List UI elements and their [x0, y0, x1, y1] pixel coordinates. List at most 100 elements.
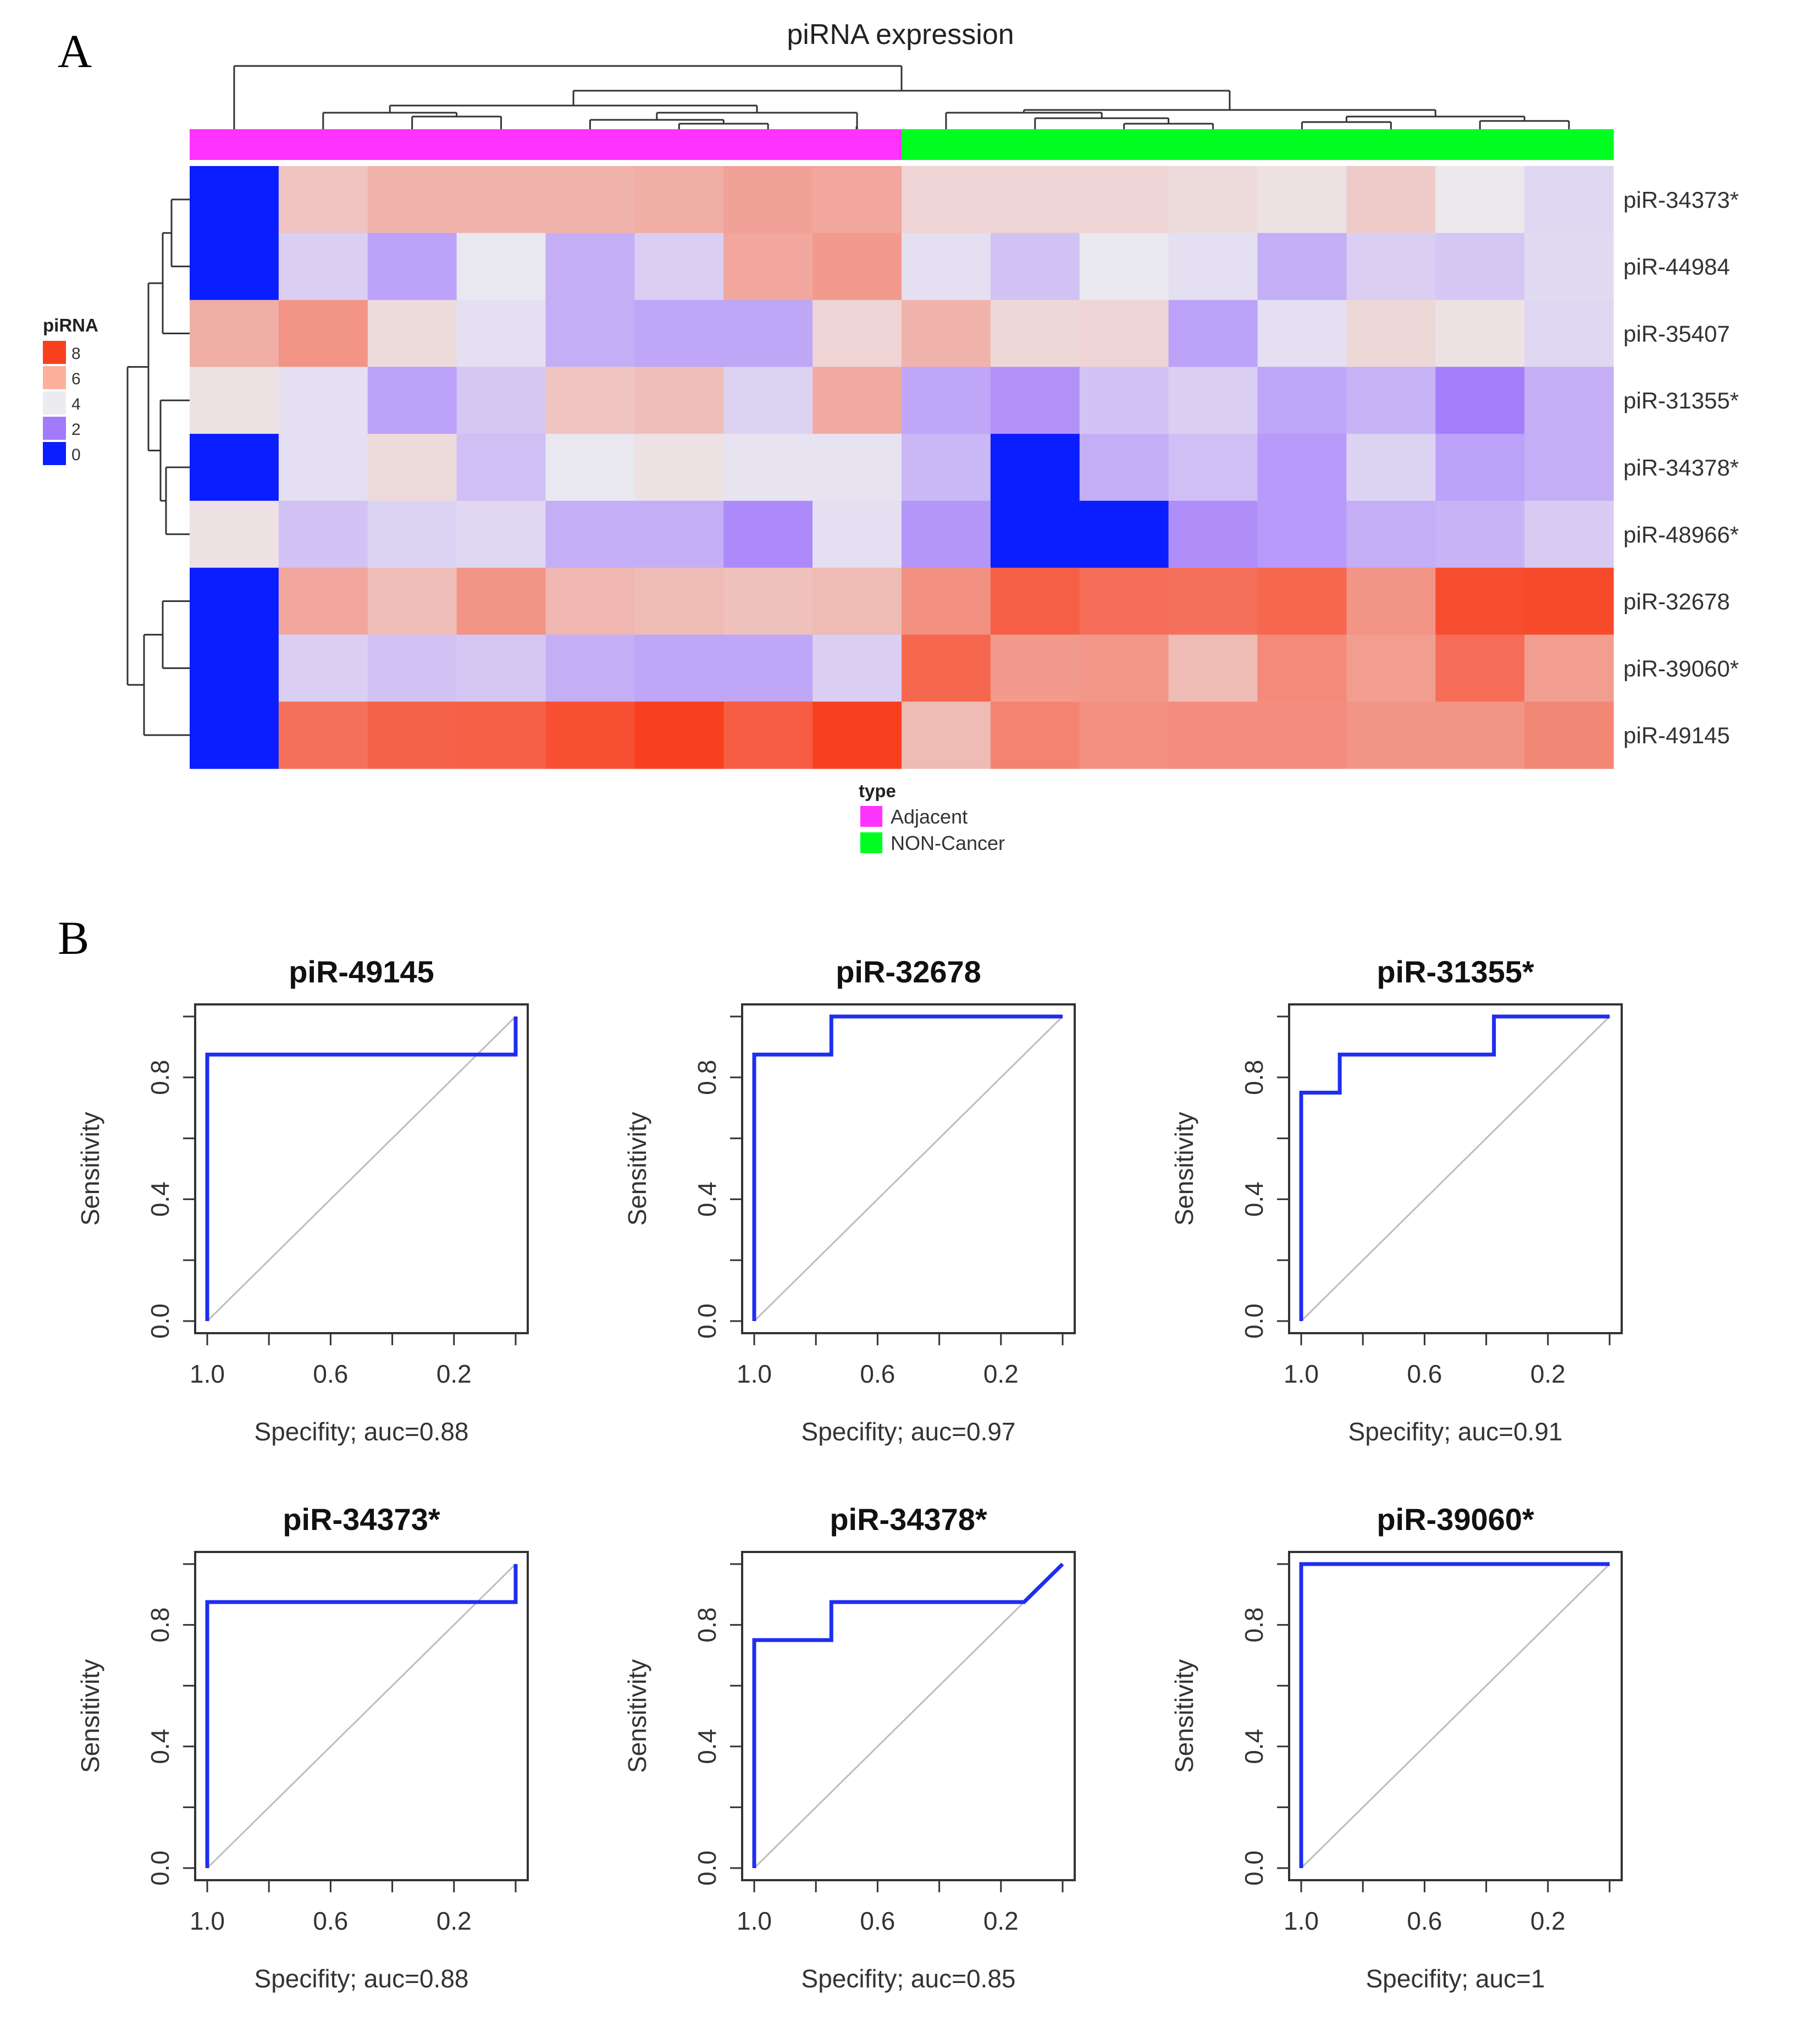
heatmap-cell: [278, 500, 368, 568]
heatmap-cell: [1168, 367, 1258, 434]
heatmap-cell: [902, 434, 991, 501]
heatmap-cell: [1435, 434, 1525, 501]
heatmap-cell: [1346, 634, 1436, 702]
heatmap-cell: [278, 567, 368, 636]
heatmap-cell: [634, 233, 724, 301]
heatmap-cell: [190, 300, 279, 367]
heatmap-cell: [1168, 233, 1258, 301]
heatmap-cell: [545, 367, 635, 434]
row-labels: piR-34373* piR-44984 piR-35407 piR-31355* pi…: [1623, 187, 1739, 748]
annotation-cell: [902, 129, 991, 160]
heatmap-cell: [902, 233, 991, 301]
heatmap-cell: [1257, 233, 1347, 301]
row-label: piR-34373*: [1623, 187, 1739, 213]
heatmap-cell: [456, 434, 546, 501]
heatmap-cell: [902, 567, 991, 636]
roc-plot: piR-34373* 1.0 0.6 0.2 0.0 0.4 0.8 Specifity; a…: [76, 1502, 529, 1993]
heatmap-cell: [723, 434, 813, 501]
heatmap-cell: [1435, 367, 1525, 434]
type-legend-swatch-adjacent: [860, 806, 882, 827]
heatmap-cell: [1346, 701, 1436, 769]
y-axis-label: Sensitivity: [76, 1659, 104, 1773]
x-tick-label: 0.6: [313, 1360, 348, 1388]
heatmap-cell: [367, 434, 457, 501]
heatmap-cell: [367, 567, 457, 636]
heatmap-cell: [1168, 500, 1258, 568]
heatmap-cell: [990, 500, 1080, 568]
heatmap-cell: [367, 634, 457, 702]
type-legend-title: type: [859, 781, 896, 801]
heatmap-cell: [1346, 367, 1436, 434]
heatmap-cell: [634, 701, 724, 769]
roc-plot: piR-32678 1.0 0.6 0.2 0.0 0.4 0.8 Specifity; au…: [623, 954, 1076, 1446]
row-label: piR-44984: [1623, 254, 1730, 280]
annotation-cell: [1435, 129, 1525, 160]
heatmap-cell: [634, 434, 724, 501]
annotation-cell: [1257, 129, 1347, 160]
roc-reference-diagonal: [753, 1563, 1064, 1869]
heatmap-cell: [990, 166, 1080, 234]
roc-reference-diagonal: [1300, 1563, 1611, 1869]
x-tick-label: 0.6: [860, 1907, 895, 1935]
annotation-cell: [634, 129, 724, 160]
color-scale-tick-8: 8: [71, 345, 81, 363]
annotation-cell: [723, 129, 813, 160]
heatmap-cell: [812, 434, 902, 501]
roc-reference-diagonal: [753, 1015, 1064, 1322]
x-axis-label: Specifity; auc=0.97: [801, 1417, 1016, 1446]
color-scale-tick-2: 2: [71, 421, 81, 439]
heatmap-cell: [190, 701, 279, 769]
x-axis-label: Specifity; auc=0.85: [801, 1964, 1016, 1993]
roc-curves-panel: piR-49145 1.0 0.6 0.2 0.0 0.4 0.8 Specifity; au…: [76, 954, 1623, 1993]
annotation-cell: [456, 129, 546, 160]
x-tick-label: 0.2: [983, 1360, 1019, 1388]
heatmap-cell: [1257, 567, 1347, 636]
heatmap-cell: [456, 701, 546, 769]
heatmap-cell: [723, 300, 813, 367]
heatmap-cell: [1079, 233, 1169, 301]
y-tick-label: 0.8: [146, 1060, 174, 1095]
y-tick-label: 0.8: [1240, 1607, 1268, 1643]
heatmap-cell: [1435, 300, 1525, 367]
heatmap-cell: [278, 701, 368, 769]
heatmap-cell: [634, 166, 724, 234]
y-tick-label: 0.4: [146, 1181, 174, 1217]
heatmap-cell: [1079, 634, 1169, 702]
x-tick-label: 0.6: [1407, 1907, 1442, 1935]
annotation-cell: [1524, 129, 1614, 160]
heatmap-cell: [278, 300, 368, 367]
heatmap-cell: [634, 500, 724, 568]
heatmap-cell: [723, 634, 813, 702]
y-tick-label: 0.4: [1240, 1729, 1268, 1764]
heatmap-cell: [634, 367, 724, 434]
x-tick-label: 1.0: [190, 1907, 225, 1935]
heatmap-cell: [545, 500, 635, 568]
heatmap-cell: [190, 166, 279, 234]
row-label: piR-35407: [1623, 321, 1730, 346]
row-label: piR-49145: [1623, 722, 1730, 748]
heatmap-cell: [990, 634, 1080, 702]
heatmap-cell: [902, 701, 991, 769]
y-axis-label: Sensitivity: [76, 1112, 104, 1225]
heatmap-cell: [1079, 567, 1169, 636]
heatmap-cell: [278, 367, 368, 434]
x-tick-label: 0.2: [436, 1907, 472, 1935]
heatmap-cell: [456, 367, 546, 434]
color-scale-title: piRNA: [43, 315, 98, 335]
heatmap-cell: [1435, 567, 1525, 636]
heatmap-cell: [545, 233, 635, 301]
heatmap-cell: [278, 233, 368, 301]
heatmap-cell: [1168, 166, 1258, 234]
heatmap-cell: [367, 233, 457, 301]
roc-curve: [205, 1017, 518, 1321]
x-tick-label: 1.0: [737, 1360, 772, 1388]
heatmap-cell: [1168, 300, 1258, 367]
roc-plot-frame: [1288, 1551, 1623, 1881]
x-axis-label: Specifity; auc=0.88: [255, 1417, 469, 1446]
x-tick-label: 0.6: [860, 1360, 895, 1388]
color-scale-box: [43, 391, 66, 415]
heatmap-cell: [1257, 500, 1347, 568]
heatmap-cell: [278, 434, 368, 501]
x-tick-label: 0.6: [313, 1907, 348, 1935]
